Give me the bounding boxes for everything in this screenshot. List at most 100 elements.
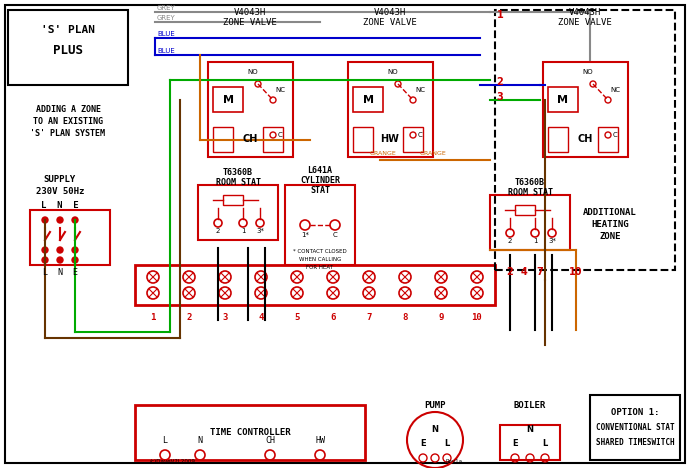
Text: 5: 5 (295, 313, 299, 322)
Text: 7: 7 (366, 313, 372, 322)
Text: 2: 2 (216, 228, 220, 234)
Text: L: L (444, 439, 450, 448)
Bar (403, 127, 423, 152)
Bar (598, 127, 618, 152)
Text: (c)DaveV2L2009: (c)DaveV2L2009 (150, 459, 196, 464)
Text: SUPPLY: SUPPLY (44, 176, 76, 184)
Text: STAT: STAT (310, 186, 330, 195)
Text: ORANGE: ORANGE (420, 151, 446, 156)
Text: ZONE: ZONE (599, 232, 621, 241)
Text: NO: NO (248, 69, 258, 75)
Text: ROOM STAT: ROOM STAT (215, 178, 261, 187)
Text: V4043H: V4043H (234, 8, 266, 17)
Text: N: N (57, 268, 63, 277)
Circle shape (42, 217, 48, 223)
Text: 230V 50Hz: 230V 50Hz (36, 188, 84, 197)
Text: PUMP: PUMP (424, 401, 446, 410)
Text: HW: HW (381, 134, 400, 144)
Text: HEATING: HEATING (591, 220, 629, 229)
Text: 2: 2 (506, 267, 513, 277)
Text: 'S' PLAN: 'S' PLAN (41, 25, 95, 35)
Bar (543, 62, 628, 157)
Bar (590, 395, 680, 460)
Text: 1: 1 (497, 10, 504, 20)
Bar (353, 87, 383, 112)
Bar (8, 10, 128, 85)
Text: Rev1a: Rev1a (445, 459, 462, 464)
Text: 9: 9 (438, 313, 444, 322)
Text: T6360B: T6360B (515, 178, 545, 187)
Bar (223, 195, 243, 205)
Text: 1: 1 (241, 228, 245, 234)
Text: ADDITIONAL: ADDITIONAL (583, 208, 637, 217)
Text: T6360B: T6360B (223, 168, 253, 177)
Text: 4: 4 (258, 313, 264, 322)
Circle shape (42, 257, 48, 263)
Text: 8: 8 (402, 313, 408, 322)
Text: E: E (512, 439, 518, 448)
Text: BLUE: BLUE (157, 48, 175, 54)
Circle shape (72, 257, 78, 263)
Text: 1: 1 (150, 313, 156, 322)
Text: NC: NC (275, 87, 285, 93)
Bar (285, 185, 355, 265)
Bar (213, 127, 233, 152)
Bar (135, 405, 365, 460)
Text: TIME CONTROLLER: TIME CONTROLLER (210, 428, 290, 437)
Text: GREY: GREY (157, 5, 176, 11)
Bar (500, 425, 560, 460)
Text: ADDING A ZONE: ADDING A ZONE (35, 105, 101, 115)
Text: 3: 3 (222, 313, 228, 322)
Text: E: E (420, 439, 426, 448)
Text: L  N  E: L N E (41, 200, 79, 210)
Text: L: L (43, 268, 48, 277)
Circle shape (57, 247, 63, 253)
Bar (348, 62, 433, 157)
Circle shape (72, 247, 78, 253)
Text: WHEN CALLING: WHEN CALLING (299, 257, 341, 262)
Text: C: C (333, 232, 337, 238)
Text: HW: HW (315, 436, 325, 445)
Text: V4043H: V4043H (374, 8, 406, 17)
Text: 10: 10 (569, 267, 583, 277)
Circle shape (72, 217, 78, 223)
Text: BLUE: BLUE (157, 31, 175, 37)
Text: 6: 6 (331, 313, 336, 322)
Text: N: N (431, 425, 439, 434)
Text: OPTION 1:: OPTION 1: (611, 408, 659, 417)
Text: CH: CH (578, 134, 593, 144)
Text: CH: CH (265, 436, 275, 445)
Text: NO: NO (582, 69, 593, 75)
Text: 4: 4 (521, 267, 527, 277)
Bar (515, 205, 535, 215)
Text: M: M (222, 95, 233, 105)
Bar (135, 265, 495, 305)
Text: M: M (362, 95, 373, 105)
Text: V4043H: V4043H (569, 8, 601, 17)
Bar (213, 87, 243, 112)
Text: L: L (163, 436, 168, 445)
Text: 7: 7 (537, 267, 544, 277)
Bar (495, 10, 675, 270)
Bar (353, 127, 373, 152)
Bar (208, 62, 293, 157)
Text: ZONE VALVE: ZONE VALVE (223, 18, 277, 27)
Text: ROOM STAT: ROOM STAT (508, 188, 553, 197)
Circle shape (42, 247, 48, 253)
Bar (548, 87, 578, 112)
Text: PLUS: PLUS (53, 44, 83, 57)
Text: 'S' PLAN SYSTEM: 'S' PLAN SYSTEM (30, 130, 106, 139)
Text: * CONTACT CLOSED: * CONTACT CLOSED (293, 249, 347, 254)
Text: C: C (277, 132, 282, 138)
Text: 1: 1 (533, 238, 538, 244)
Text: 10: 10 (472, 313, 482, 322)
Text: CH: CH (242, 134, 257, 144)
Bar (548, 127, 568, 152)
Text: L641A: L641A (308, 166, 333, 175)
Bar (30, 210, 110, 265)
Text: 3*: 3* (256, 228, 264, 234)
Text: M: M (558, 95, 569, 105)
Text: 2: 2 (497, 77, 504, 87)
Text: 2: 2 (508, 238, 512, 244)
Text: 2: 2 (186, 313, 192, 322)
